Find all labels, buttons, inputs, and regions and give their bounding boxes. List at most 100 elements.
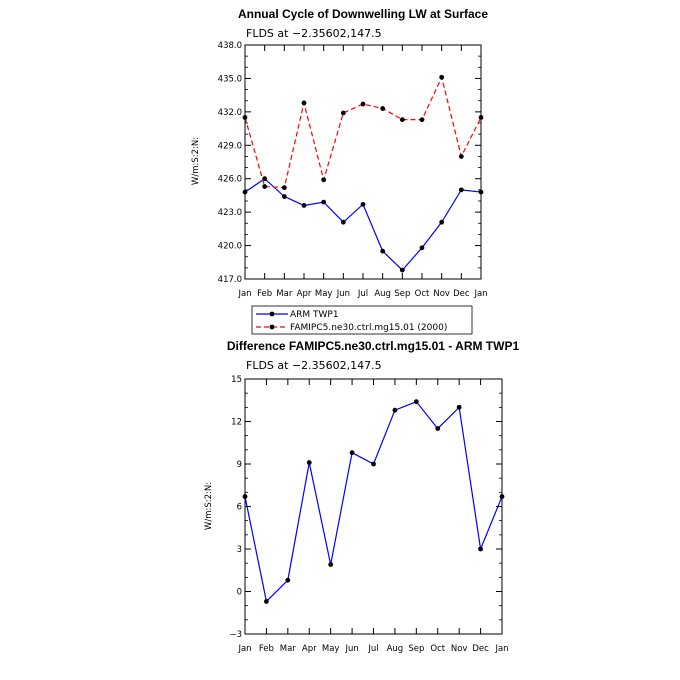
data-point-series-0 [349,450,355,456]
data-point-arm-twp1 [399,267,405,273]
data-point-famipc5-ne30-ctrl-mg15-01-2000 [458,154,464,159]
difference-chart: Difference FAMIPC5.ne30.ctrl.mg15.01 - A… [204,339,519,654]
x-tick-label-jun: Jun [336,289,350,299]
plot-frame [244,378,503,635]
x-tick-label-dec: Dec [453,289,470,299]
data-point-famipc5-ne30-ctrl-mg15-01-2000 [360,101,366,107]
series-line-arm-twp1 [244,177,482,271]
data-point-arm-twp1 [360,201,366,207]
x-tick-label-jan: Jan [237,644,251,654]
x-tick-label-aug: Aug [374,289,391,299]
data-point-arm-twp1 [439,219,445,225]
data-point-arm-twp1 [321,199,327,205]
data-point-series-0 [456,404,462,410]
y-tick-label: 0 [237,588,242,598]
data-point-series-0 [392,407,398,413]
y-tick-label: 417.0 [218,275,242,285]
data-point-famipc5-ne30-ctrl-mg15-01-2000 [439,74,445,80]
x-tick-label-jul: Jul [367,644,378,654]
data-point-series-0 [306,460,312,465]
data-point-famipc5-ne30-ctrl-mg15-01-2000 [478,115,484,120]
data-point-series-0 [371,461,376,467]
y-tick-label: 12 [231,418,242,428]
data-point-series-0 [285,577,291,583]
data-point-arm-twp1 [242,189,248,195]
y-tick-label: 423.0 [218,208,242,218]
y-tick-label: 420.0 [218,242,242,252]
data-point-famipc5-ne30-ctrl-mg15-01-2000 [321,177,327,183]
y-tick-label: 438.0 [218,41,242,51]
x-tick-label-jan: Jan [473,289,487,299]
legend-marker-famipc5 [269,324,275,330]
y-tick-label: 15 [231,375,242,385]
y-tick-label: 9 [237,460,242,470]
series-line-famipc5-ne30-ctrl-mg15-01-2000 [244,75,482,189]
chart-subtitle: FLDS at −2.35602,147.5 [246,359,382,372]
data-point-famipc5-ne30-ctrl-mg15-01-2000 [340,110,346,116]
data-point-famipc5-ne30-ctrl-mg15-01-2000 [262,184,268,189]
y-tick-label: 432.0 [218,108,242,118]
y-axis-label: W/m:S:2:N: [191,137,201,185]
data-point-series-0 [413,399,419,405]
y-axis-label: W/m:S:2:N: [204,482,214,530]
x-tick-label-jan: Jan [237,289,251,299]
x-tick-label-oct: Oct [430,644,445,654]
data-point-famipc5-ne30-ctrl-mg15-01-2000 [399,117,405,123]
data-point-famipc5-ne30-ctrl-mg15-01-2000 [380,106,386,111]
x-tick-label-apr: Apr [302,644,317,654]
chart-title: Annual Cycle of Downwelling LW at Surfac… [238,7,488,21]
y-tick-label: 435.0 [218,74,242,84]
data-point-famipc5-ne30-ctrl-mg15-01-2000 [242,115,248,120]
x-tick-label-nov: Nov [451,644,468,654]
x-tick-label-aug: Aug [387,644,404,654]
x-tick-label-jan: Jan [494,644,508,654]
data-point-series-0 [328,562,334,567]
x-tick-label-feb: Feb [259,644,274,654]
x-tick-label-feb: Feb [257,289,272,299]
data-point-arm-twp1 [281,194,287,199]
plot-frame [244,44,482,280]
data-point-arm-twp1 [458,187,464,193]
data-point-series-0 [435,426,441,431]
y-tick-label: 429.0 [218,141,242,151]
x-tick-label-oct: Oct [415,289,430,299]
data-point-famipc5-ne30-ctrl-mg15-01-2000 [281,185,287,191]
data-point-famipc5-ne30-ctrl-mg15-01-2000 [301,100,307,106]
series-line-series-0 [244,400,503,603]
x-tick-label-mar: Mar [276,289,293,299]
data-point-arm-twp1 [478,189,484,195]
chart-subtitle: FLDS at −2.35602,147.5 [246,27,382,40]
annual-cycle-chart: Annual Cycle of Downwelling LW at Surfac… [191,7,488,335]
y-tick-label: −3 [229,630,242,640]
data-point-arm-twp1 [340,219,346,225]
x-tick-label-mar: Mar [280,644,297,654]
legend-box [251,305,473,335]
data-point-series-0 [242,494,248,499]
data-point-arm-twp1 [419,245,425,251]
legend-label-famipc5: FAMIPC5.ne30.ctrl.mg15.01 (2000) [290,323,447,333]
data-point-series-0 [499,494,505,499]
data-point-famipc5-ne30-ctrl-mg15-01-2000 [419,117,425,123]
x-tick-label-dec: Dec [472,644,489,654]
data-point-arm-twp1 [380,248,386,254]
chart-title: Difference FAMIPC5.ne30.ctrl.mg15.01 - A… [227,339,520,353]
x-tick-label-sep: Sep [394,289,410,299]
data-point-arm-twp1 [262,176,268,182]
data-point-series-0 [478,546,483,552]
legend: ARM TWP1 FAMIPC5.ne30.ctrl.mg15.01 (2000… [251,305,473,335]
y-tick-label: 3 [237,545,242,555]
x-tick-label-apr: Apr [297,289,312,299]
x-tick-label-nov: Nov [433,289,450,299]
data-point-arm-twp1 [301,203,307,208]
data-point-series-0 [264,599,269,604]
legend-marker-arm-twp1 [269,311,275,317]
y-tick-label: 6 [237,503,242,513]
x-tick-label-sep: Sep [408,644,424,654]
legend-label-arm-twp1: ARM TWP1 [290,310,339,320]
x-tick-label-jun: Jun [344,644,358,654]
x-tick-label-may: May [322,644,340,654]
x-tick-label-may: May [315,289,333,299]
x-tick-label-jul: Jul [357,289,368,299]
y-tick-label: 426.0 [218,175,242,185]
